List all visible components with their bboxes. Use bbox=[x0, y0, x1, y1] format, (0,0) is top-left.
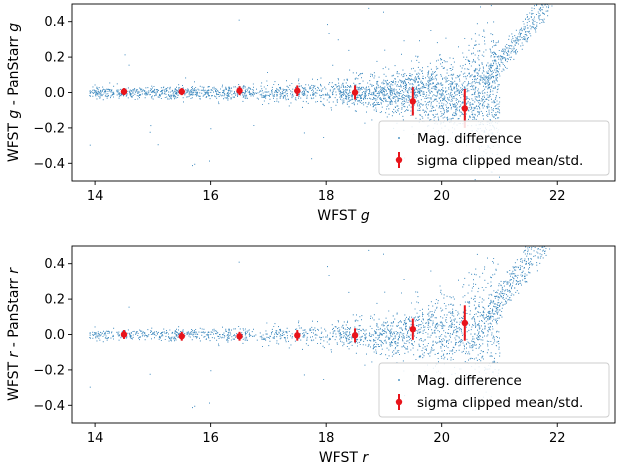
y-tick-label: −0.2 bbox=[33, 121, 65, 136]
errorbar-point-2 bbox=[236, 333, 243, 340]
legend: Mag. difference sigma clipped mean/std. bbox=[378, 362, 610, 418]
y-tick-label: 0.4 bbox=[44, 257, 65, 272]
y-tick-label: −0.2 bbox=[33, 363, 65, 378]
x-tick-label: 22 bbox=[549, 189, 566, 204]
legend-label-errorbar: sigma clipped mean/std. bbox=[417, 395, 583, 411]
y-tick-label: −0.4 bbox=[33, 399, 65, 414]
x-tick-label: 14 bbox=[87, 189, 104, 204]
y-tick-label: 0.4 bbox=[44, 15, 65, 30]
errorbar-point-1 bbox=[178, 333, 185, 340]
legend-label-scatter: Mag. difference bbox=[417, 373, 522, 389]
legend: Mag. difference sigma clipped mean/std. bbox=[378, 120, 610, 176]
chart-panel-g: 14 16 18 20 22 −0.4 −0.2 0.0 0.2 0.4 WFST g WFST g … bbox=[6, 3, 616, 224]
errorbar-series bbox=[120, 85, 469, 128]
errorbar-point-0 bbox=[120, 88, 128, 95]
x-tick-label: 14 bbox=[87, 431, 104, 446]
errorbar-point-0 bbox=[120, 331, 128, 338]
errorbar-point-6 bbox=[461, 105, 469, 112]
errorbar-point-5 bbox=[409, 98, 417, 105]
x-tick-label: 20 bbox=[433, 189, 450, 204]
errorbar-point-6 bbox=[461, 319, 469, 327]
legend-label-errorbar: sigma clipped mean/std. bbox=[417, 153, 583, 169]
legend-errorbar-marker bbox=[395, 156, 403, 164]
errorbar-point-5 bbox=[409, 325, 417, 333]
errorbar-point-4 bbox=[351, 89, 359, 96]
errorbar-series bbox=[120, 305, 469, 343]
errorbar-point-2 bbox=[236, 87, 243, 94]
y-tick-label: −0.4 bbox=[33, 157, 65, 172]
errorbar-point-4 bbox=[351, 332, 359, 339]
y-tick-label: 0.0 bbox=[44, 328, 65, 343]
y-tick-label: 0.2 bbox=[44, 293, 65, 308]
legend-scatter-marker bbox=[398, 379, 400, 381]
x-tick-label: 18 bbox=[318, 431, 335, 446]
y-tick-label: 0.0 bbox=[44, 86, 65, 101]
x-tick-label: 16 bbox=[202, 189, 219, 204]
x-tick-label: 18 bbox=[318, 189, 335, 204]
x-axis-label: WFST g bbox=[317, 208, 370, 224]
x-tick-label: 22 bbox=[549, 431, 566, 446]
errorbar-point-3 bbox=[294, 87, 301, 94]
y-axis-label: WFST g - PanStarr g bbox=[6, 23, 22, 162]
errorbar-point-3 bbox=[294, 332, 301, 339]
x-axis-label: WFST r bbox=[319, 450, 370, 466]
x-tick-label: 16 bbox=[202, 431, 219, 446]
legend-scatter-marker bbox=[398, 137, 400, 139]
errorbar-point-1 bbox=[178, 88, 185, 95]
legend-label-scatter: Mag. difference bbox=[417, 131, 522, 147]
chart-panel-r: 14 16 18 20 22 −0.4 −0.2 0.0 0.2 0.4 WFST r WFST r … bbox=[6, 245, 616, 466]
scatter-points bbox=[89, 246, 551, 411]
legend-errorbar-marker bbox=[395, 398, 403, 406]
x-tick-label: 20 bbox=[433, 431, 450, 446]
y-tick-label: 0.2 bbox=[44, 51, 65, 66]
y-axis-label: WFST r - PanStarr r bbox=[6, 267, 22, 401]
